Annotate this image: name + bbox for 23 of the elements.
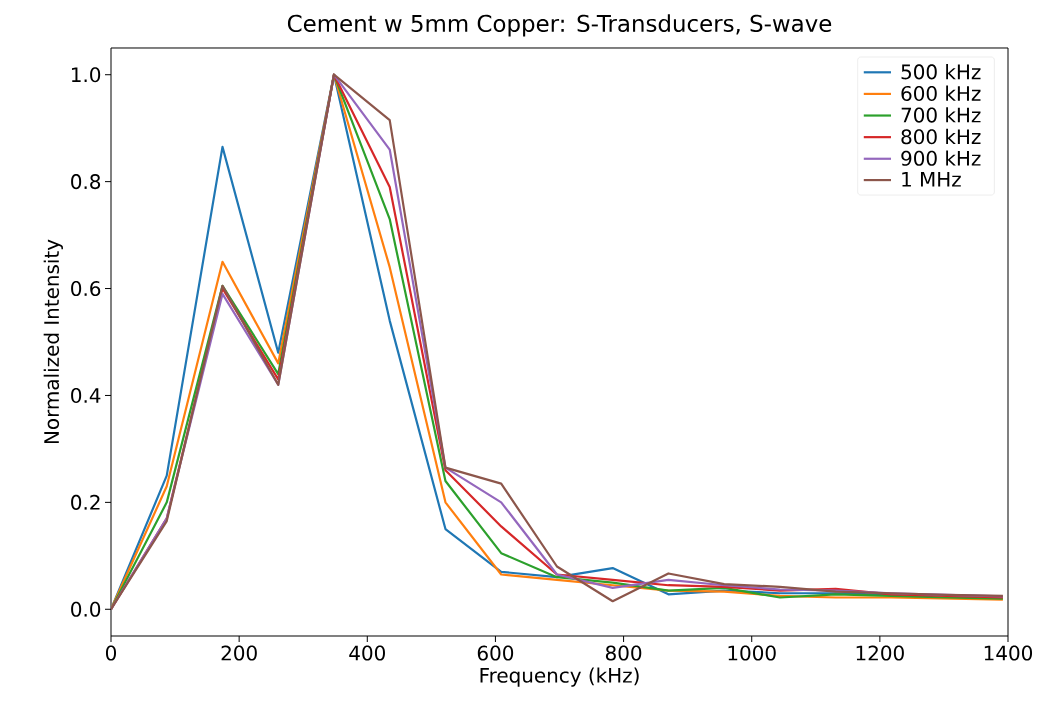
y-tick-label: 0.2 (71, 494, 100, 510)
y-tick-label: 0.4 (71, 387, 101, 403)
legend-label: 900 kHz (901, 150, 981, 166)
legend-label: 700 kHz (901, 107, 981, 123)
x-tick-label: 600 (477, 645, 514, 661)
legend-label: 800 kHz (901, 128, 981, 145)
y-tick-label: 0.0 (71, 601, 101, 617)
legend-label: 500 kHz (901, 63, 981, 80)
y-axis-title: Normalized Intensity (43, 239, 63, 444)
x-axis-title: Frequency (kHz) (480, 667, 639, 687)
x-tick-label: 1000 (728, 645, 776, 661)
x-tick-label: 400 (349, 645, 385, 661)
y-tick-label: 0.6 (71, 281, 101, 297)
x-tick-label: 1400 (984, 645, 1033, 661)
legend-label: 1 MHz (902, 172, 961, 187)
y-tick-label: 1.0 (71, 67, 101, 83)
y-tick-label: 0.8 (71, 174, 101, 190)
x-tick-label: 0 (105, 645, 117, 661)
legend-label: 600 kHz (901, 85, 981, 102)
x-tick-label: 1200 (856, 645, 904, 661)
x-tick-label: 200 (221, 645, 257, 661)
x-tick-label: 800 (605, 645, 642, 661)
chart-title: Cement w 5mm Copper: S-Transducers, S-wave (287, 14, 832, 37)
